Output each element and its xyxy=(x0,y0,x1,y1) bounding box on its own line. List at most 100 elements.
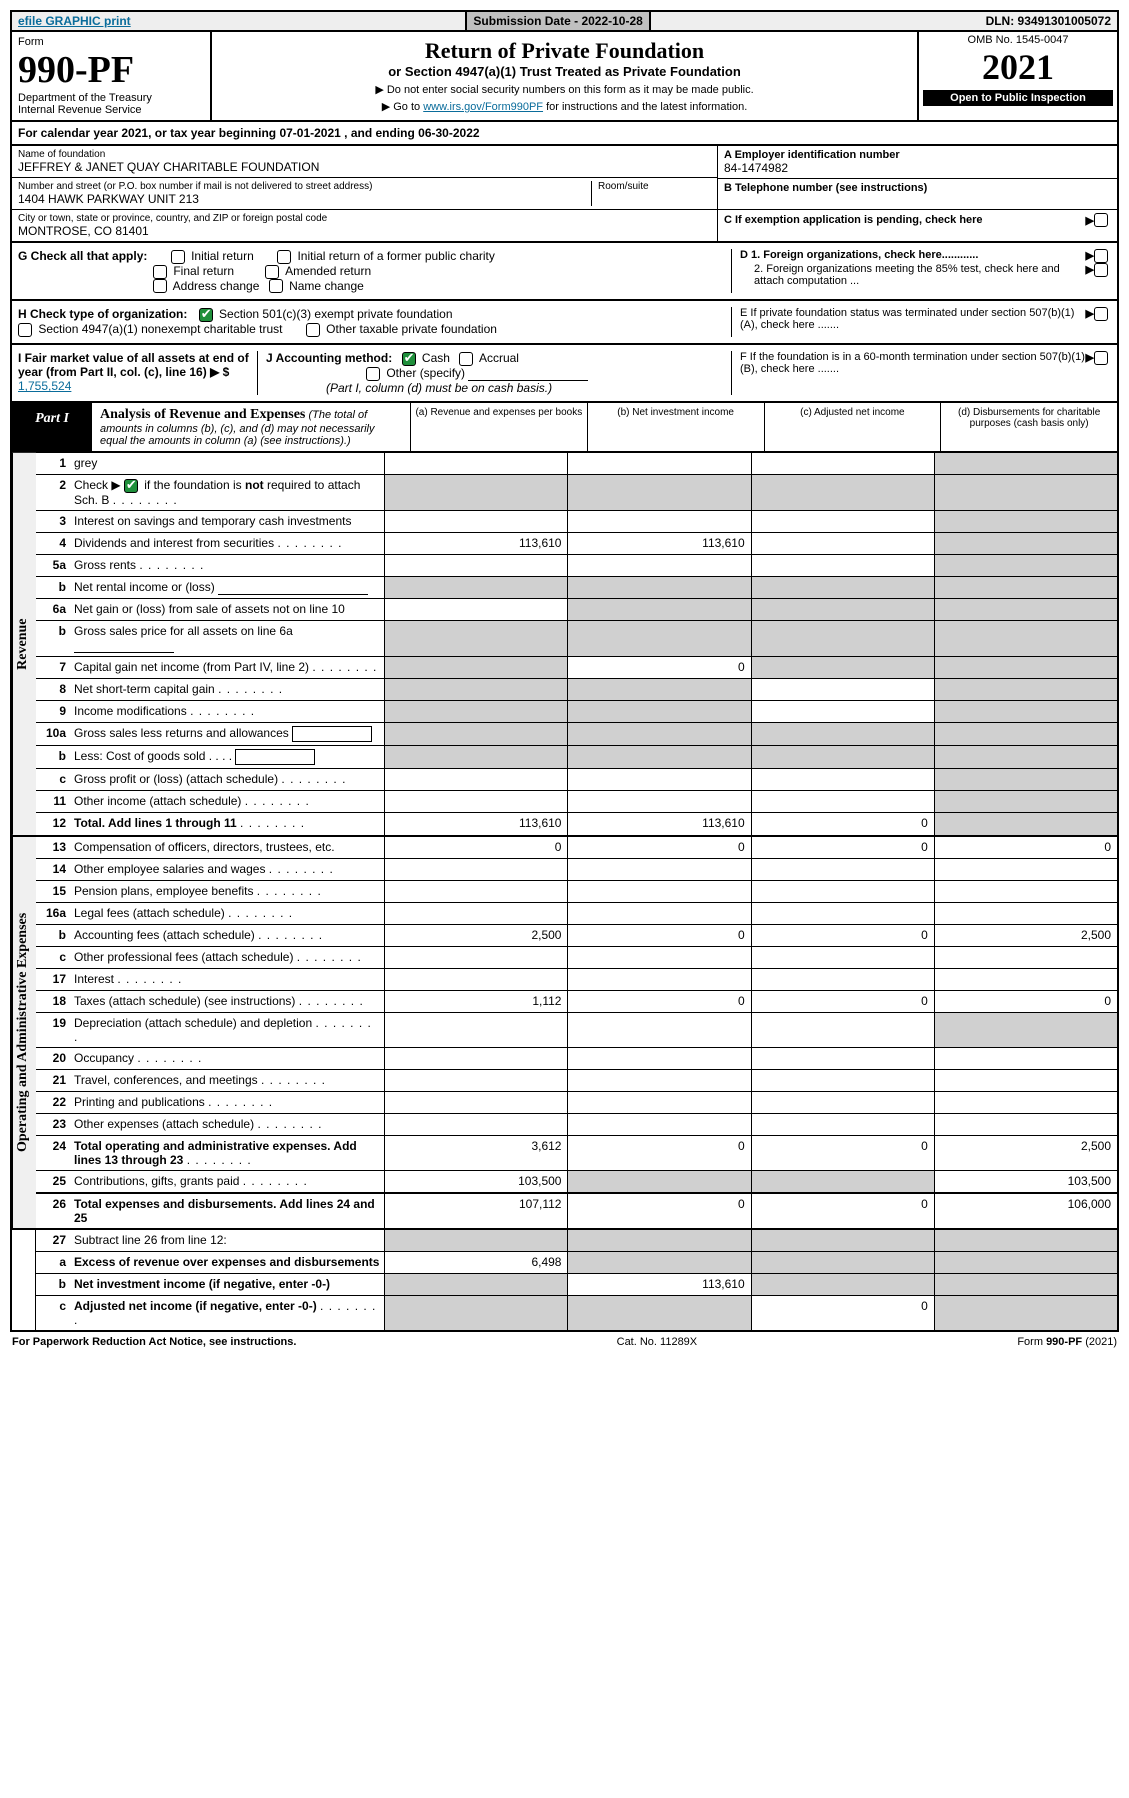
form-title: Return of Private Foundation xyxy=(222,38,907,64)
checkbox-address-change[interactable] xyxy=(153,279,167,293)
col-d-header: (d) Disbursements for charitable purpose… xyxy=(940,403,1117,451)
form-header: Form 990-PF Department of the Treasury I… xyxy=(10,32,1119,122)
instruction-ssn: ▶ Do not enter social security numbers o… xyxy=(222,83,907,96)
line-20: Occupancy xyxy=(70,1048,384,1069)
line-27: Subtract line 26 from line 12: xyxy=(70,1230,384,1251)
line-15: Pension plans, employee benefits xyxy=(70,881,384,902)
checkbox-other-taxable[interactable] xyxy=(306,323,320,337)
line-3: Interest on savings and temporary cash i… xyxy=(70,511,384,532)
open-to-public: Open to Public Inspection xyxy=(923,90,1113,106)
line-1: grey xyxy=(70,453,384,474)
line-16c: Other professional fees (attach schedule… xyxy=(70,947,384,968)
phone-label: B Telephone number (see instructions) xyxy=(724,182,1111,194)
foundation-name: JEFFREY & JANET QUAY CHARITABLE FOUNDATI… xyxy=(18,160,711,174)
line-6b: Gross sales price for all assets on line… xyxy=(70,621,384,656)
line-26: Total expenses and disbursements. Add li… xyxy=(70,1194,384,1228)
instruction-link: ▶ Go to www.irs.gov/Form990PF for instru… xyxy=(222,100,907,113)
col-b-header: (b) Net investment income xyxy=(587,403,764,451)
dln: DLN: 93491301005072 xyxy=(980,12,1117,30)
paperwork-notice: For Paperwork Reduction Act Notice, see … xyxy=(12,1336,296,1348)
form-ref: Form 990-PF (2021) xyxy=(1017,1336,1117,1348)
section-ij: I Fair market value of all assets at end… xyxy=(18,351,731,395)
checkbox-accrual[interactable] xyxy=(459,352,473,366)
line-27c: Adjusted net income (if negative, enter … xyxy=(70,1296,384,1330)
line-18: Taxes (attach schedule) (see instruction… xyxy=(70,991,384,1012)
topbar: efile GRAPHIC print Submission Date - 20… xyxy=(10,10,1119,32)
line-10c: Gross profit or (loss) (attach schedule) xyxy=(70,769,384,790)
checkbox-c[interactable] xyxy=(1094,213,1108,227)
line-6a: Net gain or (loss) from sale of assets n… xyxy=(70,599,384,620)
checkbox-d1[interactable] xyxy=(1094,249,1108,263)
checkbox-amended[interactable] xyxy=(265,265,279,279)
address-cell: Number and street (or P.O. box number if… xyxy=(12,178,717,210)
checkbox-former-charity[interactable] xyxy=(277,250,291,264)
line-21: Travel, conferences, and meetings xyxy=(70,1070,384,1091)
header-right: OMB No. 1545-0047 2021 Open to Public In… xyxy=(917,32,1117,120)
form-label: Form xyxy=(18,36,204,48)
irs-link[interactable]: www.irs.gov/Form990PF xyxy=(423,101,543,113)
checkbox-f[interactable] xyxy=(1094,351,1108,365)
checkbox-final-return[interactable] xyxy=(153,265,167,279)
checkbox-501c3[interactable] xyxy=(199,308,213,322)
part1-header: Part I Analysis of Revenue and Expenses … xyxy=(10,403,1119,453)
line-24: Total operating and administrative expen… xyxy=(70,1136,384,1170)
fmv-value[interactable]: 1,755,524 xyxy=(18,379,71,393)
line-16b: Accounting fees (attach schedule) xyxy=(70,925,384,946)
line-16a: Legal fees (attach schedule) xyxy=(70,903,384,924)
line-5b: Net rental income or (loss) xyxy=(70,577,384,598)
header-left: Form 990-PF Department of the Treasury I… xyxy=(12,32,212,120)
city-cell: City or town, state or province, country… xyxy=(12,210,717,241)
form-number: 990-PF xyxy=(18,48,204,92)
omb-number: OMB No. 1545-0047 xyxy=(923,34,1113,46)
line-2: Check ▶ if the foundation is not require… xyxy=(70,475,384,510)
street-address: 1404 HAWK PARKWAY UNIT 213 xyxy=(18,192,591,206)
expenses-section: Operating and Administrative Expenses 13… xyxy=(10,837,1119,1230)
expenses-side-label: Operating and Administrative Expenses xyxy=(12,837,36,1228)
line-10b: Less: Cost of goods sold . . . . xyxy=(70,746,384,768)
section-ij-f: I Fair market value of all assets at end… xyxy=(10,345,1119,403)
ein-cell: A Employer identification number 84-1474… xyxy=(718,146,1117,179)
section-d: D 1. Foreign organizations, check here..… xyxy=(731,249,1111,293)
tax-year: 2021 xyxy=(923,46,1113,88)
checkbox-d2[interactable] xyxy=(1094,263,1108,277)
foundation-name-cell: Name of foundation JEFFREY & JANET QUAY … xyxy=(12,146,717,178)
calendar-year-row: For calendar year 2021, or tax year begi… xyxy=(10,122,1119,146)
line-14: Other employee salaries and wages xyxy=(70,859,384,880)
line-25: Contributions, gifts, grants paid xyxy=(70,1171,384,1192)
catalog-number: Cat. No. 11289X xyxy=(617,1336,698,1348)
part-label: Part I xyxy=(12,403,92,451)
checkbox-sch-b[interactable] xyxy=(124,479,138,493)
part-description: Analysis of Revenue and Expenses (The to… xyxy=(92,403,410,451)
city-state-zip: MONTROSE, CO 81401 xyxy=(18,224,711,238)
line-27b: Net investment income (if negative, ente… xyxy=(70,1274,384,1295)
line-9: Income modifications xyxy=(70,701,384,722)
checkbox-4947[interactable] xyxy=(18,323,32,337)
line-19: Depreciation (attach schedule) and deple… xyxy=(70,1013,384,1047)
line-13: Compensation of officers, directors, tru… xyxy=(70,837,384,858)
efile-link[interactable]: efile GRAPHIC print xyxy=(12,12,137,30)
room-suite-label: Room/suite xyxy=(598,181,711,192)
form-subtitle: or Section 4947(a)(1) Trust Treated as P… xyxy=(222,64,907,79)
submission-date: Submission Date - 2022-10-28 xyxy=(465,12,650,30)
revenue-section: Revenue 1grey 2Check ▶ if the foundation… xyxy=(10,453,1119,837)
line-7: Capital gain net income (from Part IV, l… xyxy=(70,657,384,678)
phone-cell: B Telephone number (see instructions) xyxy=(718,179,1117,210)
checkbox-other-method[interactable] xyxy=(366,367,380,381)
checkbox-name-change[interactable] xyxy=(269,279,283,293)
section-h-e: H Check type of organization: Section 50… xyxy=(10,301,1119,345)
line-12: Total. Add lines 1 through 11 xyxy=(70,813,384,835)
line-22: Printing and publications xyxy=(70,1092,384,1113)
checkbox-initial-return[interactable] xyxy=(171,250,185,264)
section-f: F If the foundation is in a 60-month ter… xyxy=(731,351,1111,395)
page-footer: For Paperwork Reduction Act Notice, see … xyxy=(10,1332,1119,1352)
line-11: Other income (attach schedule) xyxy=(70,791,384,812)
checkbox-cash[interactable] xyxy=(402,352,416,366)
ein: 84-1474982 xyxy=(724,161,1111,175)
line-5a: Gross rents xyxy=(70,555,384,576)
col-a-header: (a) Revenue and expenses per books xyxy=(410,403,587,451)
col-c-header: (c) Adjusted net income xyxy=(764,403,941,451)
line-17: Interest xyxy=(70,969,384,990)
line27-section: 27Subtract line 26 from line 12: aExcess… xyxy=(10,1230,1119,1332)
arrow-icon: ▶ xyxy=(1086,214,1094,227)
checkbox-e[interactable] xyxy=(1094,307,1108,321)
